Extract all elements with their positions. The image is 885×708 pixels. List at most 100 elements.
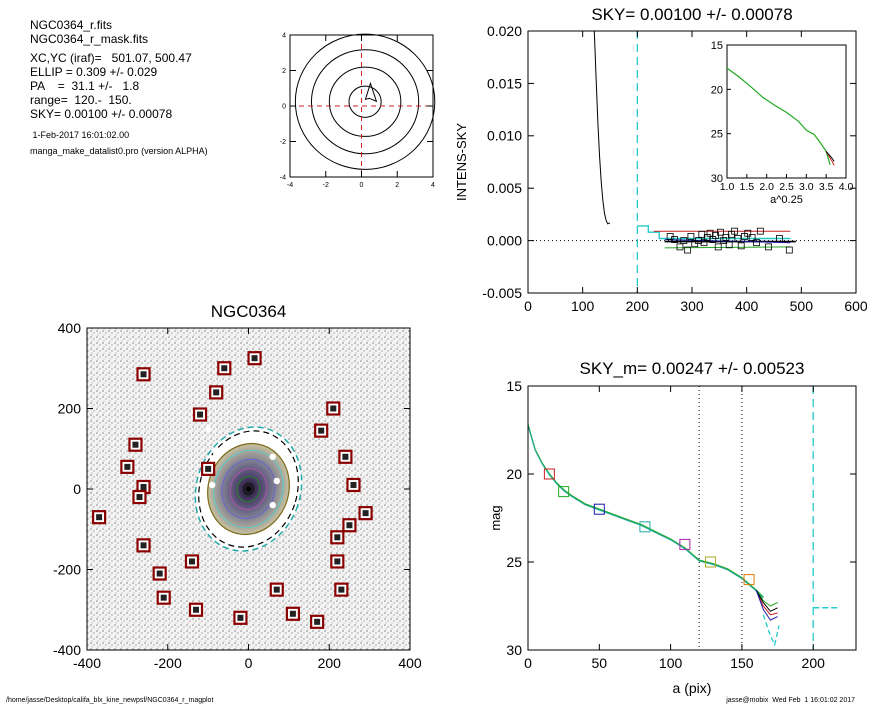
sky-square — [687, 233, 695, 240]
inset-profile — [726, 67, 831, 165]
sky-box-core — [160, 594, 167, 601]
sky-square — [734, 235, 742, 242]
sky-box-core — [334, 534, 341, 541]
mag-profile-cyan — [528, 425, 764, 599]
sky-square — [756, 227, 764, 235]
sky-box-core — [140, 483, 147, 490]
pa-label: PA = 31.1 +/- 1.8 — [30, 79, 140, 93]
inset-x-tick-label: 1.0 — [720, 181, 735, 193]
program-label: manga_make_datalist0.pro (version ALPHA) — [30, 146, 208, 156]
sky-box-core — [140, 542, 147, 549]
sky-ylabel: INTENS-SKY — [454, 123, 469, 201]
sky-plot: SKY= 0.00100 +/- 0.00078 INTENS-SKY 0 100 20… — [454, 5, 868, 314]
mag-frame — [527, 385, 857, 651]
mag-ylabel: mag — [488, 505, 503, 530]
y-tick-label: 2 — [282, 68, 286, 75]
masked-knot — [269, 453, 276, 460]
sky-square — [776, 235, 783, 242]
mag-tail-line — [755, 590, 778, 621]
y-tick-label: 0.015 — [487, 75, 522, 91]
range-label: range= 120.- 150. — [30, 93, 132, 107]
x-tick-label: 200 — [626, 298, 650, 314]
y-tick-label: 0 — [282, 103, 286, 110]
sky-box-core — [205, 465, 212, 472]
masked-knot — [269, 501, 276, 509]
sky-series-line — [664, 239, 791, 244]
sky-square — [714, 243, 722, 251]
mag-marker — [705, 556, 717, 568]
inset-x-tick-label: 2.5 — [779, 181, 794, 193]
y-tick-label: -4 — [280, 174, 286, 181]
y-tick-label: 200 — [58, 400, 82, 416]
sky-square — [684, 246, 692, 254]
mag-x-tick-label: 100 — [659, 655, 683, 671]
y-tick-label: 0.020 — [487, 23, 522, 39]
sky-box-core — [140, 371, 147, 378]
x-tick-label: 4 — [431, 182, 435, 189]
isophote-ring — [229, 468, 268, 510]
x-tick-label: 500 — [790, 298, 814, 314]
sky-label: SKY= 0.00100 +/- 0.00078 — [30, 107, 173, 121]
sky-square — [671, 236, 678, 243]
contour-core — [364, 81, 378, 103]
image-content — [92, 351, 373, 629]
y-tick-label: -200 — [53, 561, 81, 577]
sky-box-core — [136, 494, 143, 501]
ellip-label: ELLIP = 0.309 +/- 0.029 — [30, 65, 158, 79]
inset-x-tick-label: 4.0 — [839, 181, 854, 193]
sky-box-core — [314, 618, 321, 625]
inset-xlabel: a^0.25 — [770, 194, 803, 206]
mag-y-tick-label: 25 — [506, 554, 522, 570]
y-tick-label: 0.010 — [487, 128, 522, 144]
masked-knot — [204, 425, 212, 432]
mag-y-tick-label: 20 — [506, 466, 522, 482]
inset-tail-red — [825, 151, 835, 166]
inset-x-tick-label: 1.5 — [740, 181, 755, 193]
x-tick-label: -4 — [287, 182, 293, 189]
isophote-ring — [221, 458, 276, 520]
mag-cyan-tail — [762, 614, 780, 647]
sky-box-core — [188, 558, 195, 565]
footer-path: /home/jasse/Desktop/califa_blx_kine_newp… — [6, 697, 214, 704]
y-tick-label: -2 — [280, 139, 286, 146]
isophote-ring — [243, 483, 254, 495]
x-tick-label: 0 — [245, 655, 253, 671]
masked-knot — [213, 449, 220, 456]
contour-plot: -4 -2 0 2 4 -4 -2 0 2 4 — [280, 32, 436, 189]
sky-box-core — [197, 411, 204, 418]
sky-title: SKY= 0.00100 +/- 0.00078 — [591, 5, 792, 24]
xcyc-label: XC,YC (iraf)= 501.07, 500.47 — [30, 51, 192, 65]
inset-x-tick-label: 2.0 — [759, 181, 774, 193]
mag-marker — [679, 538, 691, 550]
sky-square — [680, 237, 688, 245]
x-tick-label: 0 — [524, 298, 532, 314]
y-tick-label: 4 — [282, 32, 286, 39]
y-tick-label: 0 — [73, 481, 81, 497]
inset-y-tick-label: 20 — [711, 84, 723, 96]
x-tick-label: -200 — [154, 655, 182, 671]
x-tick-label: 2 — [395, 182, 399, 189]
sky-box-core — [318, 427, 325, 434]
mag-x-tick-label: 0 — [524, 655, 532, 671]
galaxy-nucleus — [246, 486, 251, 492]
sky-box-core — [273, 586, 280, 593]
mag-plot: SKY_m= 0.00247 +/- 0.00523 mag a (pix) 0 50 1… — [488, 359, 857, 696]
info-panel: NGC0364_r.fits NGC0364_r_mask.fits XC,YC… — [30, 18, 280, 158]
sky-box-core — [362, 510, 369, 517]
image-panel: NGC0364 -400 -200 0 200 400 -400 -200 0 200 400 — [53, 302, 422, 671]
y-tick-label: 0.000 — [487, 233, 522, 249]
x-tick-label: -2 — [323, 182, 329, 189]
sky-box-core — [350, 481, 357, 488]
mag-marker — [593, 503, 605, 515]
contour-ring — [294, 33, 436, 170]
footer-user: jasse@mobix Wed Feb 1 16:01:02 2017 — [726, 697, 855, 704]
masked-knot — [273, 477, 280, 485]
mag-y-tick-label: 30 — [506, 642, 522, 658]
y-tick-label: -0.005 — [482, 285, 522, 301]
sky-square — [765, 243, 772, 251]
sky-box-core — [338, 586, 345, 593]
y-tick-label: 0.005 — [487, 180, 522, 196]
profile-line — [593, 31, 611, 225]
sky-box-core — [156, 570, 163, 577]
sky-box-core — [237, 614, 244, 621]
